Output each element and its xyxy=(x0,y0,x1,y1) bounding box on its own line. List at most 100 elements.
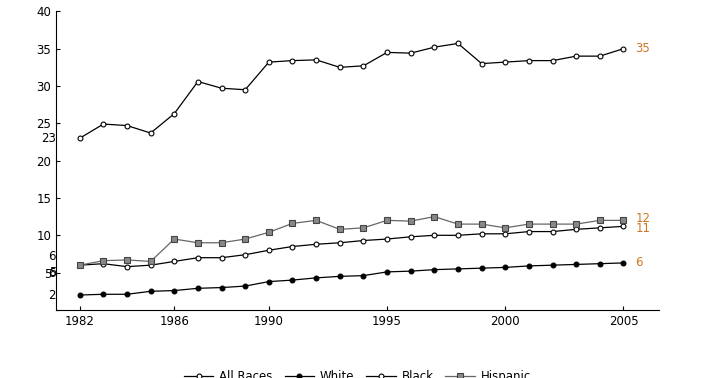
All Races xyxy=(548,58,557,63)
All Races xyxy=(123,123,131,128)
White xyxy=(407,269,415,273)
White xyxy=(147,289,155,294)
Line: Hispanic: Hispanic xyxy=(77,214,626,268)
All Races xyxy=(76,136,84,141)
All Races xyxy=(430,45,439,50)
All Races xyxy=(336,65,344,70)
White xyxy=(288,278,297,282)
Black xyxy=(572,227,580,232)
White xyxy=(241,284,250,288)
White xyxy=(525,263,533,268)
Hispanic xyxy=(572,222,580,226)
Line: All Races: All Races xyxy=(77,41,626,141)
All Races xyxy=(359,64,367,68)
Line: White: White xyxy=(77,260,626,297)
Hispanic xyxy=(76,263,84,268)
Hispanic xyxy=(288,221,297,226)
Black xyxy=(359,238,367,243)
Black xyxy=(170,259,179,264)
White xyxy=(193,286,202,291)
White xyxy=(265,279,273,284)
White xyxy=(596,262,604,266)
White xyxy=(76,293,84,297)
All Races xyxy=(265,60,273,64)
All Races xyxy=(147,131,155,135)
All Races xyxy=(501,60,510,64)
Hispanic xyxy=(407,219,415,223)
White xyxy=(501,265,510,270)
Text: 11: 11 xyxy=(635,222,651,235)
Black xyxy=(619,224,627,229)
Hispanic xyxy=(619,218,627,223)
Black xyxy=(548,229,557,234)
Text: 2: 2 xyxy=(48,288,56,302)
Black xyxy=(241,253,250,257)
All Races xyxy=(454,41,462,46)
Black xyxy=(407,234,415,239)
Text: 6: 6 xyxy=(48,250,56,263)
Hispanic xyxy=(383,218,391,223)
Hispanic xyxy=(359,226,367,230)
All Races xyxy=(383,50,391,55)
Black xyxy=(147,263,155,268)
White xyxy=(454,266,462,271)
Text: 12: 12 xyxy=(635,212,651,225)
Black xyxy=(193,256,202,260)
Hispanic xyxy=(170,237,179,241)
Hispanic xyxy=(265,230,273,235)
All Races xyxy=(619,46,627,51)
Text: 35: 35 xyxy=(635,42,650,55)
All Races xyxy=(477,61,486,66)
White xyxy=(170,288,179,293)
Black xyxy=(454,233,462,238)
White xyxy=(383,270,391,274)
Black xyxy=(501,232,510,236)
Black xyxy=(76,263,84,268)
Text: 6: 6 xyxy=(48,267,56,280)
All Races xyxy=(572,54,580,58)
Black xyxy=(430,233,439,238)
All Races xyxy=(525,58,533,63)
White xyxy=(477,266,486,270)
Hispanic xyxy=(123,258,131,262)
Hispanic xyxy=(147,259,155,264)
Black xyxy=(288,244,297,249)
Hispanic xyxy=(548,222,557,226)
Black xyxy=(265,248,273,253)
White xyxy=(619,261,627,265)
Black xyxy=(336,240,344,245)
Text: 5: 5 xyxy=(48,266,56,279)
White xyxy=(548,263,557,268)
White xyxy=(123,292,131,297)
Black xyxy=(123,264,131,269)
All Races xyxy=(241,87,250,92)
Hispanic xyxy=(99,259,107,263)
Hispanic xyxy=(454,222,462,226)
All Races xyxy=(99,122,107,126)
Black xyxy=(312,242,320,246)
All Races xyxy=(193,79,202,84)
White xyxy=(99,292,107,297)
Hispanic xyxy=(312,218,320,223)
White xyxy=(217,285,226,290)
Black xyxy=(99,262,107,266)
Black xyxy=(477,232,486,236)
Hispanic xyxy=(501,226,510,230)
All Races xyxy=(217,86,226,90)
Black xyxy=(596,226,604,230)
Hispanic xyxy=(217,240,226,245)
Hispanic xyxy=(241,237,250,241)
All Races xyxy=(312,57,320,62)
White xyxy=(336,274,344,279)
Hispanic xyxy=(477,222,486,226)
White xyxy=(430,267,439,272)
White xyxy=(359,273,367,278)
All Races xyxy=(407,51,415,56)
Text: 23: 23 xyxy=(41,132,56,145)
Black xyxy=(525,229,533,234)
Hispanic xyxy=(596,218,604,223)
Black xyxy=(217,256,226,260)
All Races xyxy=(288,58,297,63)
Hispanic xyxy=(525,222,533,226)
White xyxy=(572,262,580,267)
